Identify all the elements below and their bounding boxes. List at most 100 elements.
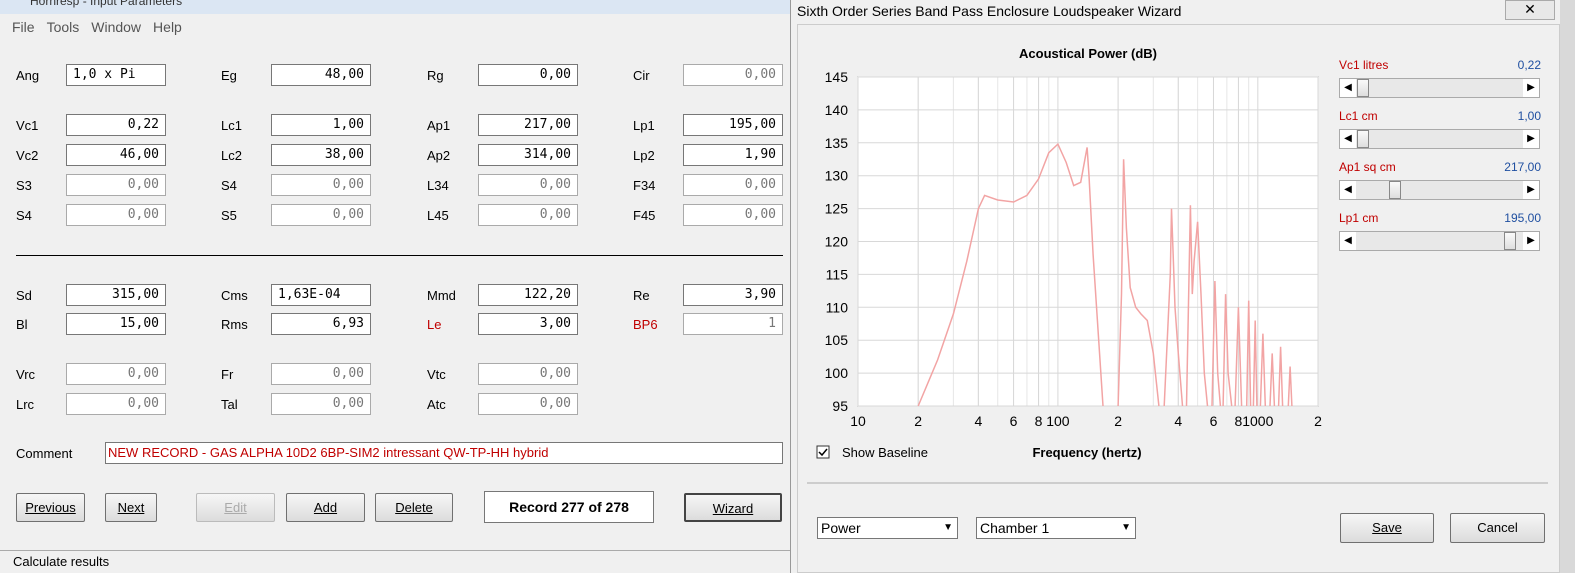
- field-input[interactable]: 0,00: [683, 174, 783, 196]
- background-window: [1560, 0, 1575, 573]
- field-label: Ap1: [427, 118, 451, 133]
- record-counter: Record 277 of 278: [484, 491, 654, 523]
- nav-button[interactable]: Add: [286, 493, 365, 522]
- slider[interactable]: ◀ ▶: [1339, 129, 1540, 149]
- field-input[interactable]: 0,00: [271, 393, 371, 415]
- field-input[interactable]: 0,00: [66, 393, 166, 415]
- field-input[interactable]: 0,00: [478, 363, 578, 385]
- y-tick-label: 120: [825, 234, 849, 250]
- field-label: Cir: [633, 68, 650, 83]
- field-label: Rg: [427, 68, 444, 83]
- response-curve: [917, 142, 1293, 407]
- field-label: S5: [221, 208, 237, 223]
- slider-arrow[interactable]: ◀: [1340, 79, 1356, 97]
- comment-field[interactable]: NEW RECORD - GAS ALPHA 10D2 6BP-SIM2 int…: [105, 442, 783, 464]
- nav-button[interactable]: Edit: [196, 493, 275, 522]
- cancel-button[interactable]: Cancel: [1450, 513, 1545, 543]
- field-input[interactable]: 0,00: [66, 174, 166, 196]
- field-label: Fr: [221, 367, 234, 382]
- save-button[interactable]: Save: [1340, 513, 1434, 543]
- y-tick-label: 95: [832, 398, 848, 414]
- slider-label: Ap1 sq cm: [1339, 160, 1396, 174]
- field-input[interactable]: 3,90: [683, 284, 783, 306]
- nav-button[interactable]: Previous: [16, 493, 85, 522]
- slider[interactable]: ◀ ▶: [1339, 231, 1540, 251]
- slider-arrow[interactable]: ◀: [1340, 232, 1356, 250]
- field-label: S4: [16, 208, 32, 223]
- slider-arrow[interactable]: ◀: [1340, 130, 1356, 148]
- mode-dropdown[interactable]: Power: [817, 517, 958, 539]
- field-input[interactable]: 0,00: [271, 204, 371, 226]
- field-input[interactable]: 15,00: [66, 313, 166, 335]
- slider-value: 1,00: [1517, 109, 1541, 123]
- field-input[interactable]: 0,00: [683, 64, 783, 86]
- field-label: F34: [633, 178, 656, 193]
- wizard-title: Sixth Order Series Band Pass Enclosure L…: [797, 3, 1182, 19]
- field-input[interactable]: 217,00: [478, 114, 578, 136]
- field-input[interactable]: 0,00: [478, 204, 578, 226]
- field-input[interactable]: 0,00: [271, 174, 371, 196]
- field-input[interactable]: 0,00: [66, 204, 166, 226]
- field-input[interactable]: 0,00: [683, 204, 783, 226]
- field-input[interactable]: 1,0 x Pi: [66, 64, 166, 86]
- field-input[interactable]: 48,00: [271, 64, 371, 86]
- field-label: Re: [633, 288, 650, 303]
- wizard-button[interactable]: Wizard: [684, 493, 782, 522]
- slider-arrow[interactable]: ▶: [1523, 79, 1539, 97]
- field-input[interactable]: 0,00: [271, 363, 371, 385]
- slider-thumb[interactable]: [1504, 232, 1516, 250]
- separator: [16, 255, 783, 256]
- field-input[interactable]: 1,00: [271, 114, 371, 136]
- nav-button[interactable]: Delete: [375, 493, 453, 522]
- x-tick-label: 10: [850, 413, 866, 429]
- field-label: Le: [427, 317, 442, 332]
- comment-label: Comment: [16, 446, 73, 461]
- slider-thumb[interactable]: [1357, 130, 1369, 148]
- y-tick-label: 105: [825, 332, 849, 348]
- field-label: Sd: [16, 288, 32, 303]
- slider-value: 0,22: [1517, 58, 1541, 72]
- close-button[interactable]: ✕: [1505, 0, 1555, 20]
- slider-thumb[interactable]: [1357, 79, 1369, 97]
- menu-item[interactable]: Window: [91, 19, 142, 35]
- slider-thumb[interactable]: [1389, 181, 1401, 199]
- slider-arrow[interactable]: ◀: [1340, 181, 1356, 199]
- slider[interactable]: ◀ ▶: [1339, 180, 1540, 200]
- x-tick-label: 8: [1235, 413, 1243, 429]
- slider-label: Lc1 cm: [1339, 109, 1378, 123]
- x-tick-label: 100: [1046, 413, 1070, 429]
- field-input[interactable]: 1,90: [683, 144, 783, 166]
- checkbox[interactable]: [816, 445, 830, 459]
- slider[interactable]: ◀ ▶: [1339, 78, 1540, 98]
- field-input[interactable]: 314,00: [478, 144, 578, 166]
- field-input[interactable]: 0,00: [478, 64, 578, 86]
- checkbox-label[interactable]: Show Baseline: [842, 445, 928, 460]
- slider-arrow[interactable]: ▶: [1523, 232, 1539, 250]
- menu-item[interactable]: Tools: [46, 19, 80, 35]
- field-input[interactable]: 315,00: [66, 284, 166, 306]
- field-input[interactable]: 1: [683, 313, 783, 335]
- field-input[interactable]: 3,00: [478, 313, 578, 335]
- slider-label: Lp1 cm: [1339, 211, 1379, 225]
- menu-item[interactable]: Help: [153, 19, 182, 35]
- slider-arrow[interactable]: ▶: [1523, 181, 1539, 199]
- field-input[interactable]: 0,22: [66, 114, 166, 136]
- chamber-dropdown[interactable]: Chamber 1: [976, 517, 1136, 539]
- field-input[interactable]: 38,00: [271, 144, 371, 166]
- field-input[interactable]: 46,00: [66, 144, 166, 166]
- field-input[interactable]: 195,00: [683, 114, 783, 136]
- x-tick-label: 8: [1035, 413, 1043, 429]
- x-axis-label: Frequency (hertz): [1032, 445, 1141, 460]
- y-tick-label: 130: [825, 168, 849, 184]
- menu-item[interactable]: File: [12, 19, 35, 35]
- field-input[interactable]: 0,00: [478, 393, 578, 415]
- field-input[interactable]: 6,93: [271, 313, 371, 335]
- slider-arrow[interactable]: ▶: [1523, 130, 1539, 148]
- field-input[interactable]: 0,00: [478, 174, 578, 196]
- field-input[interactable]: 122,20: [478, 284, 578, 306]
- field-input[interactable]: 0,00: [66, 363, 166, 385]
- nav-button[interactable]: Next: [105, 493, 157, 522]
- field-input[interactable]: 1,63E-04: [271, 284, 371, 306]
- status-bar: Calculate results: [0, 550, 790, 573]
